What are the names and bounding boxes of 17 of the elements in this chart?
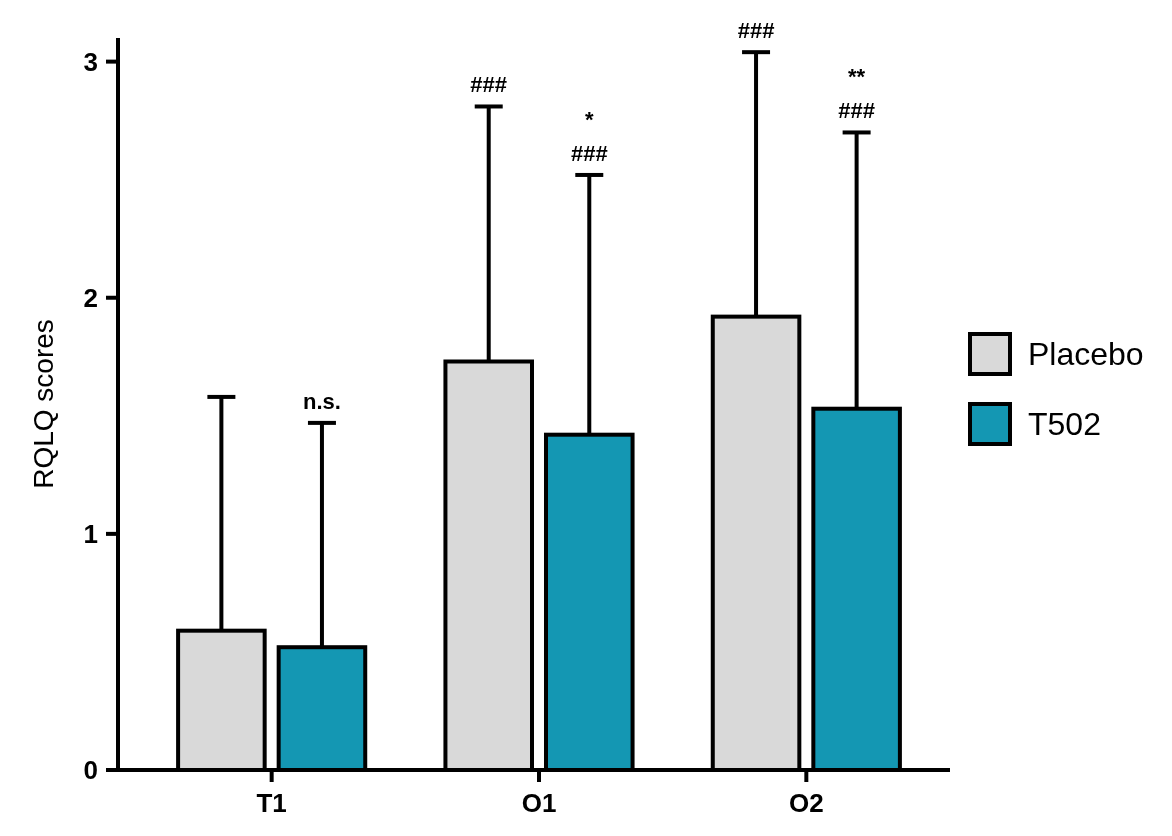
annotation: ### bbox=[737, 18, 775, 44]
y-tick-label: 0 bbox=[83, 755, 98, 786]
annotation: * bbox=[585, 106, 594, 132]
x-tick-label: O1 bbox=[521, 788, 557, 818]
y-axis-title: RQLQ scores bbox=[28, 319, 59, 489]
x-tick-label: O2 bbox=[788, 788, 824, 818]
legend-label: T502 bbox=[1028, 406, 1101, 443]
legend-label: Placebo bbox=[1028, 336, 1144, 373]
y-tick-label: 2 bbox=[83, 282, 98, 313]
annotation: ** bbox=[848, 64, 866, 90]
y-tick-label: 3 bbox=[83, 46, 98, 77]
annotation: ### bbox=[470, 72, 508, 98]
y-tick-label: 1 bbox=[83, 518, 98, 549]
x-tick-label: T1 bbox=[256, 788, 287, 818]
annotation: ### bbox=[838, 98, 875, 124]
annotation: ### bbox=[570, 140, 608, 166]
annotation: n.s. bbox=[303, 388, 341, 414]
